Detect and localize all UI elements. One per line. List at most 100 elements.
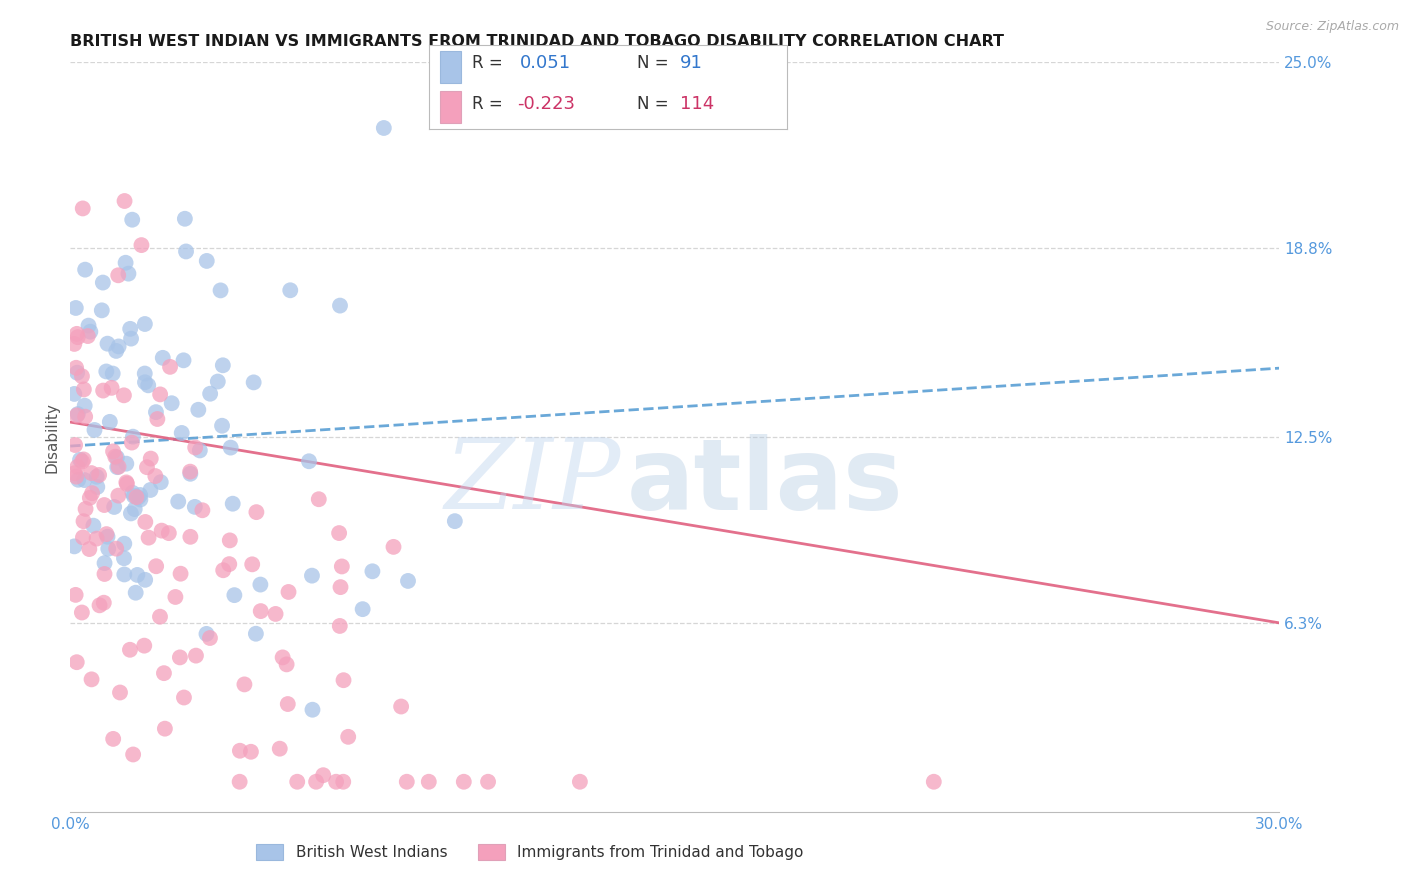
Point bbox=[93, 596, 115, 610]
Point bbox=[79, 542, 101, 557]
Point bbox=[105, 541, 128, 556]
Point bbox=[101, 444, 124, 458]
Point bbox=[170, 425, 193, 440]
Point bbox=[73, 473, 96, 487]
Point bbox=[218, 557, 240, 571]
Point bbox=[195, 254, 218, 268]
Point bbox=[139, 483, 162, 497]
Point bbox=[125, 490, 148, 504]
Point bbox=[301, 703, 323, 717]
Point bbox=[105, 460, 128, 475]
Point bbox=[249, 604, 271, 618]
Point bbox=[86, 480, 108, 494]
Point bbox=[396, 574, 419, 588]
Point bbox=[352, 602, 374, 616]
Point bbox=[245, 626, 267, 640]
Bar bbox=[440, 51, 461, 83]
Point bbox=[301, 568, 323, 582]
Point bbox=[107, 339, 129, 353]
Point bbox=[101, 367, 124, 381]
Point bbox=[65, 469, 87, 483]
Point bbox=[96, 336, 118, 351]
Point bbox=[418, 774, 440, 789]
Point bbox=[86, 532, 108, 546]
Point bbox=[82, 518, 104, 533]
Point bbox=[67, 473, 90, 487]
Point bbox=[72, 514, 94, 528]
Point bbox=[107, 268, 129, 283]
Point bbox=[198, 386, 221, 401]
Point bbox=[87, 467, 110, 482]
Point bbox=[134, 515, 156, 529]
Point bbox=[222, 497, 245, 511]
Point bbox=[129, 492, 152, 507]
Point bbox=[219, 441, 242, 455]
Point bbox=[80, 673, 103, 687]
Point bbox=[329, 619, 352, 633]
Point bbox=[173, 353, 195, 368]
Point bbox=[361, 564, 384, 578]
Point bbox=[150, 524, 173, 538]
Point bbox=[70, 369, 93, 384]
Point bbox=[65, 588, 87, 602]
Point bbox=[63, 466, 86, 480]
Point bbox=[97, 541, 120, 556]
Point bbox=[104, 450, 127, 464]
Point bbox=[72, 530, 94, 544]
Point bbox=[75, 262, 97, 277]
Point bbox=[96, 527, 118, 541]
Point bbox=[167, 494, 190, 508]
Point bbox=[271, 650, 294, 665]
Point bbox=[143, 469, 166, 483]
Point bbox=[477, 774, 499, 789]
Text: 0.051: 0.051 bbox=[520, 54, 571, 72]
Point bbox=[77, 318, 100, 333]
Point bbox=[312, 768, 335, 782]
Point bbox=[131, 238, 153, 252]
Point bbox=[328, 526, 350, 541]
Point bbox=[139, 451, 162, 466]
Bar bbox=[440, 91, 461, 122]
Point bbox=[195, 627, 218, 641]
Point bbox=[117, 267, 139, 281]
Point bbox=[122, 747, 145, 762]
Point bbox=[72, 202, 94, 216]
Text: atlas: atlas bbox=[627, 434, 903, 531]
Point bbox=[207, 375, 229, 389]
Point bbox=[337, 730, 360, 744]
Point bbox=[86, 470, 108, 484]
Point bbox=[90, 303, 112, 318]
Point bbox=[240, 558, 263, 572]
Point bbox=[63, 540, 86, 554]
Point bbox=[105, 450, 128, 465]
Point bbox=[66, 366, 89, 380]
Point bbox=[103, 500, 125, 514]
Point bbox=[233, 677, 256, 691]
Point bbox=[120, 322, 142, 336]
Point bbox=[101, 731, 124, 746]
Point bbox=[66, 655, 89, 669]
Point bbox=[73, 399, 96, 413]
Point bbox=[134, 376, 156, 390]
Point bbox=[373, 120, 395, 135]
Point bbox=[115, 475, 138, 490]
Point bbox=[121, 212, 143, 227]
Point bbox=[184, 441, 207, 455]
Point bbox=[198, 631, 221, 645]
Point bbox=[121, 485, 143, 500]
Point bbox=[100, 381, 122, 395]
Point bbox=[121, 435, 143, 450]
Point bbox=[173, 690, 195, 705]
Point bbox=[107, 489, 129, 503]
Point bbox=[269, 741, 291, 756]
Point bbox=[169, 650, 191, 665]
Point bbox=[218, 533, 240, 548]
Point bbox=[118, 642, 141, 657]
Point bbox=[114, 194, 136, 208]
Point bbox=[169, 566, 191, 581]
Point bbox=[568, 774, 591, 789]
Point bbox=[124, 502, 146, 516]
Point bbox=[108, 685, 131, 699]
Text: 114: 114 bbox=[681, 95, 714, 113]
Point bbox=[239, 745, 262, 759]
